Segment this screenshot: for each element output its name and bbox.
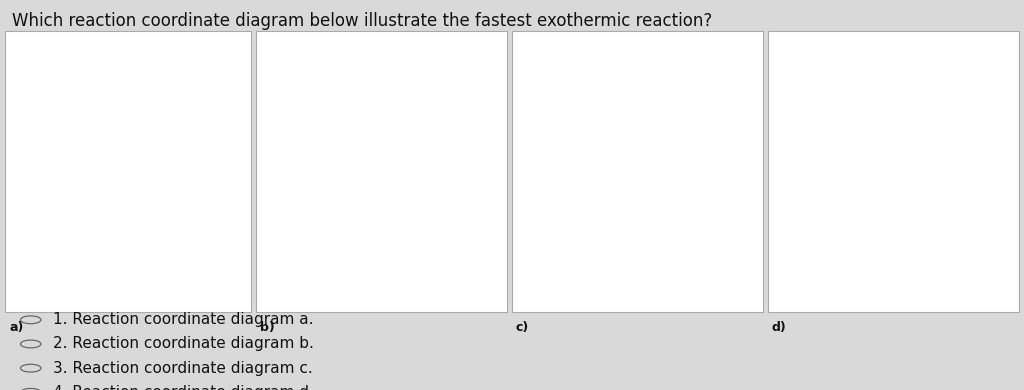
Text: Reaction progress: Reaction progress — [631, 294, 687, 299]
Text: 4. Reaction coordinate diagram d.: 4. Reaction coordinate diagram d. — [53, 385, 314, 390]
FancyArrow shape — [19, 69, 57, 278]
FancyArrow shape — [526, 64, 565, 278]
Text: Energy: Energy — [287, 193, 293, 221]
FancyArrow shape — [270, 109, 309, 278]
Text: A: A — [563, 291, 567, 296]
Text: Energy: Energy — [799, 216, 805, 244]
Text: A: A — [55, 291, 59, 296]
Text: b): b) — [260, 321, 274, 334]
Text: a): a) — [9, 321, 24, 334]
Text: A: A — [307, 291, 311, 296]
Text: d): d) — [772, 321, 786, 334]
Text: A: A — [819, 291, 823, 296]
Text: Energy: Energy — [36, 177, 42, 204]
Text: Reaction progress: Reaction progress — [121, 294, 177, 299]
Text: Reaction progress: Reaction progress — [887, 294, 943, 299]
Text: Energy: Energy — [543, 175, 549, 202]
Text: 2. Reaction coordinate diagram b.: 2. Reaction coordinate diagram b. — [53, 337, 314, 351]
Text: Reaction progress: Reaction progress — [375, 294, 431, 299]
Text: 3. Reaction coordinate diagram c.: 3. Reaction coordinate diagram c. — [53, 361, 313, 376]
FancyArrow shape — [782, 164, 821, 278]
Text: Which reaction coordinate diagram below illustrate the fastest exothermic reacti: Which reaction coordinate diagram below … — [12, 12, 713, 30]
Text: 1. Reaction coordinate diagram a.: 1. Reaction coordinate diagram a. — [53, 312, 313, 327]
Text: c): c) — [516, 321, 529, 334]
